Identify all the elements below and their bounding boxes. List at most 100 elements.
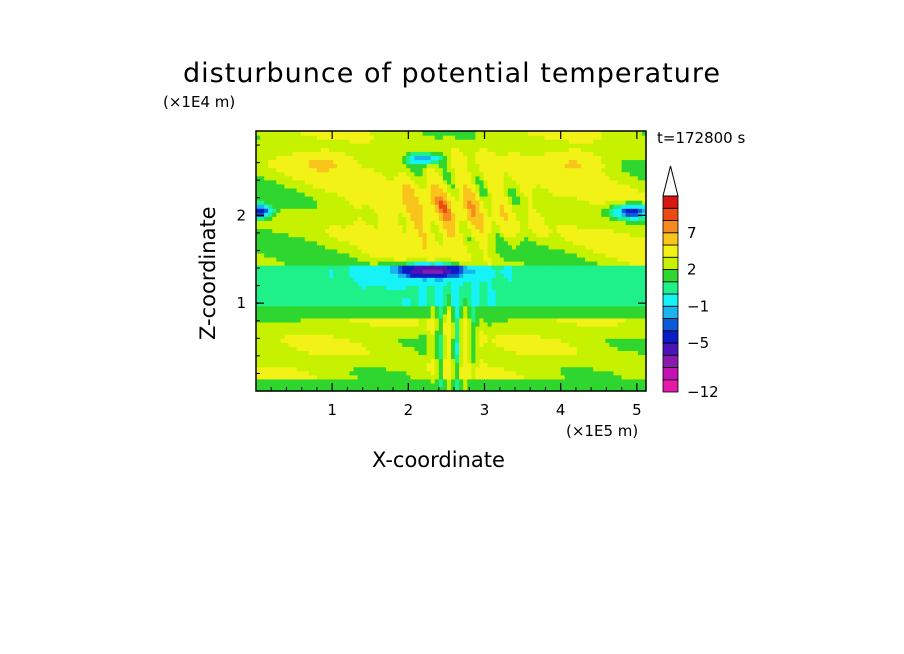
field-cell: [446, 208, 452, 213]
field-cell: [633, 212, 639, 217]
field-cell: [597, 261, 602, 266]
field-cell: [398, 187, 403, 193]
field-cell: [576, 236, 582, 242]
field-cell: [540, 350, 546, 356]
field-cell: [381, 269, 387, 274]
field-cell: [316, 346, 322, 351]
field-cell: [292, 358, 298, 364]
field-cell: [633, 297, 639, 303]
field-cell: [276, 386, 281, 392]
field-cell: [613, 191, 619, 197]
field-cell: [276, 358, 281, 364]
field-cell: [572, 313, 578, 319]
field-cell: [312, 187, 318, 193]
field-cell: [475, 362, 481, 368]
field-cell: [552, 338, 558, 343]
field-cell: [304, 191, 310, 197]
field-cell: [552, 228, 558, 234]
field-cell: [422, 317, 428, 323]
field-cell: [544, 386, 550, 392]
field-cell: [369, 261, 375, 266]
field-cell: [613, 305, 619, 311]
field-cell: [625, 220, 631, 226]
field-cell: [507, 386, 513, 392]
field-cell: [572, 269, 578, 274]
field-cell: [316, 269, 322, 274]
field-cell: [345, 289, 351, 295]
field-cell: [581, 350, 586, 356]
field-cell: [507, 281, 513, 286]
field-cell: [540, 196, 546, 201]
field-cell: [585, 370, 590, 376]
field-cell: [288, 191, 294, 197]
field-cell: [312, 196, 318, 201]
field-cell: [386, 208, 391, 213]
field-cell: [373, 362, 379, 368]
field-cell: [276, 240, 281, 246]
field-cell: [552, 256, 558, 262]
field-cell: [605, 236, 611, 242]
field-cell: [585, 321, 590, 327]
field-cell: [386, 326, 391, 331]
field-cell: [455, 301, 460, 307]
field-cell: [475, 285, 481, 291]
field-cell: [422, 297, 428, 303]
field-cell: [536, 252, 541, 258]
field-cell: [406, 285, 411, 291]
field-cell: [516, 334, 521, 339]
field-cell: [487, 196, 493, 201]
field-cell: [381, 285, 387, 291]
field-cell: [499, 232, 505, 238]
field-cell: [410, 378, 416, 384]
field-cell: [479, 200, 485, 205]
field-cell: [446, 305, 452, 311]
field-cell: [272, 366, 277, 372]
field-cell: [442, 382, 448, 388]
field-cell: [422, 277, 428, 282]
field-cell: [451, 212, 456, 217]
field-cell: [576, 334, 582, 339]
field-cell: [605, 370, 611, 376]
field-cell: [316, 370, 322, 376]
field-cell: [637, 281, 643, 286]
field-cell: [601, 212, 606, 217]
field-cell: [479, 248, 485, 254]
field-cell: [613, 212, 619, 217]
field-cell: [369, 200, 375, 205]
field-cell: [560, 321, 566, 327]
field-cell: [516, 277, 521, 282]
field-cell: [430, 281, 436, 286]
field-cell: [576, 216, 582, 221]
field-cell: [516, 350, 521, 356]
field-cell: [256, 183, 261, 189]
field-cell: [585, 200, 590, 205]
field-cell: [516, 382, 521, 388]
field-cell: [463, 350, 468, 356]
field-cell: [451, 273, 456, 278]
field-cell: [316, 386, 322, 392]
field-cell: [451, 334, 456, 339]
field-cell: [560, 236, 566, 242]
field-cell: [621, 248, 627, 254]
field-cell: [455, 354, 460, 360]
field-cell: [576, 228, 582, 234]
field-cell: [511, 252, 517, 258]
field-cell: [373, 256, 379, 262]
field-cell: [568, 273, 574, 278]
field-cell: [609, 244, 615, 250]
field-cell: [410, 191, 416, 197]
field-cell: [402, 354, 407, 360]
field-cell: [337, 297, 342, 303]
field-cell: [552, 305, 558, 311]
field-cell: [312, 370, 318, 376]
field-cell: [292, 261, 298, 266]
field-cell: [560, 187, 566, 193]
field-cell: [434, 183, 440, 189]
field-cell: [503, 212, 509, 217]
field-cell: [264, 338, 269, 343]
field-cell: [564, 236, 570, 242]
field-cell: [442, 313, 448, 319]
field-cell: [581, 366, 586, 372]
field-cell: [495, 326, 501, 331]
field-cell: [418, 204, 424, 209]
